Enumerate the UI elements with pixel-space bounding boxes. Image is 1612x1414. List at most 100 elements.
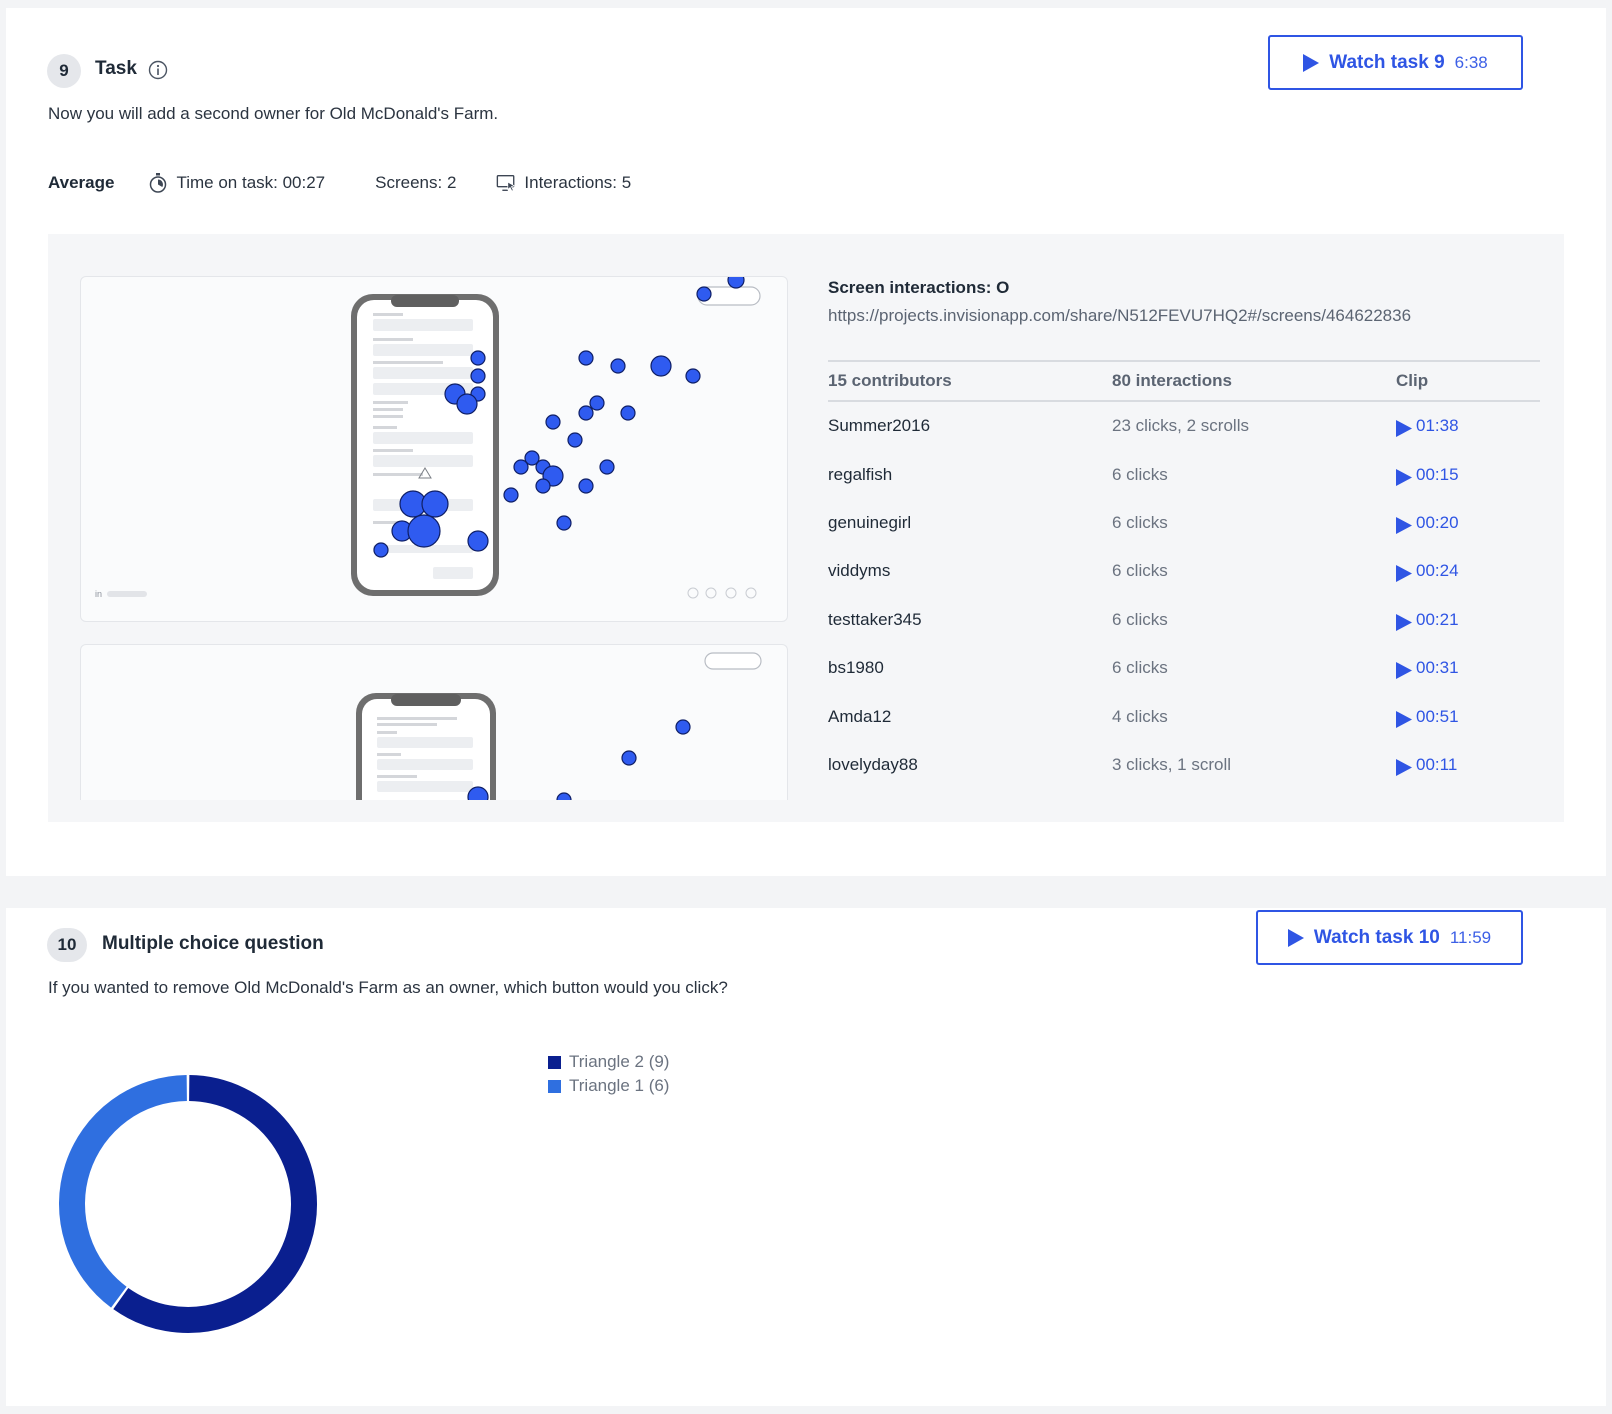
chart-legend: Triangle 2 (9) Triangle 1 (6) [548,1050,669,1098]
watch-task-10-button[interactable]: Watch task 10 11:59 [1256,910,1523,965]
clip-time: 00:21 [1416,609,1459,629]
legend-label: Triangle 2 (9) [569,1052,670,1071]
click-dot [727,277,745,289]
contributor-name: testtaker345 [828,609,922,629]
contributors-table: 15 contributors 80 interactions Clip Sum… [828,360,1540,789]
play-icon [1396,565,1412,583]
click-dot [567,432,583,448]
click-heatmap-2 [356,652,762,800]
table-row: testtaker345 6 clicks 00:21 [828,596,1540,644]
task-10-card: 10 Multiple choice question If you wante… [6,908,1606,1406]
clip-link[interactable]: 00:20 [1396,512,1540,534]
clip-link[interactable]: 00:24 [1396,560,1540,583]
average-label: Average [48,173,115,192]
click-dot [545,414,561,430]
clip-link[interactable]: 00:51 [1396,706,1540,728]
click-dot [610,358,626,374]
contributors-header: 15 contributors [828,371,952,390]
legend-label: Triangle 1 (6) [569,1076,670,1095]
click-dot [503,487,519,503]
contributor-interactions: 6 clicks [1112,609,1168,629]
screen-thumbnail-1[interactable]: in [80,276,788,622]
play-icon [1303,53,1320,72]
screens-stat: Screens: 2 [375,173,456,193]
task-number-badge: 10 [47,928,87,962]
table-row: genuinegirl 6 clicks 00:20 [828,499,1540,547]
click-dot [620,405,636,421]
click-dot [685,368,701,384]
screen-thumbnail-2[interactable] [80,644,788,800]
click-dot [513,459,529,475]
clip-time: 00:15 [1416,464,1459,484]
clip-time: 00:51 [1416,706,1459,726]
contributor-interactions: 6 clicks [1112,464,1168,484]
click-dot [535,478,551,494]
clip-link[interactable]: 01:38 [1396,415,1540,438]
donut-chart [59,1075,317,1333]
clip-time: 00:11 [1416,754,1458,774]
time-on-task-text: Time on task: 00:27 [176,173,326,192]
play-icon [1396,758,1412,776]
table-header: 15 contributors 80 interactions Clip [828,360,1540,402]
question-prompt: If you wanted to remove Old McDonald's F… [48,978,728,997]
click-dot [650,355,672,377]
clip-link[interactable]: 00:15 [1396,464,1540,486]
clip-link[interactable]: 00:21 [1396,609,1540,631]
click-dot [467,786,489,800]
clip-time: 00:20 [1416,512,1459,532]
donut-slice-triangle-1 [59,1075,188,1308]
screen-url[interactable]: https://projects.invisionapp.com/share/N… [828,306,1412,325]
click-dot [373,542,389,558]
clip-time: 00:31 [1416,658,1459,678]
interactions-header: 80 interactions [1112,371,1232,390]
contributor-name: lovelyday88 [828,754,918,774]
play-icon [1396,662,1412,680]
clip-link[interactable]: 00:31 [1396,657,1540,680]
contributor-name: viddyms [828,561,891,581]
svg-text:in: in [95,589,102,599]
clip-time: 01:38 [1416,416,1459,436]
watch-duration: 6:38 [1454,52,1488,72]
table-row: viddyms 6 clicks 00:24 [828,547,1540,595]
heatmap-panel: in [48,234,1564,822]
clip-time: 00:24 [1416,561,1459,581]
clip-link[interactable]: 00:11 [1396,754,1540,776]
legend-swatch [548,1079,561,1093]
click-dot [556,792,572,800]
monitor-cursor-icon [497,175,516,192]
contributor-name: bs1980 [828,658,884,678]
play-icon [1396,516,1412,534]
click-dot [578,405,594,421]
click-dot [621,750,637,766]
click-dot [524,450,540,466]
watch-label: Watch task 9 [1329,51,1445,73]
click-dot [578,478,594,494]
contributor-name: Amda12 [828,706,892,726]
table-row: Summer2016 23 clicks, 2 scrolls 01:38 [828,402,1540,450]
click-dot [421,490,449,518]
info-icon[interactable] [148,60,168,80]
stopwatch-icon [150,173,167,193]
interactions-stat: Interactions: 5 [496,172,631,194]
screen-interactions-title: Screen interactions: O [828,278,1010,297]
table-row: lovelyday88 3 clicks, 1 scroll 00:11 [828,741,1540,789]
click-heatmap-1: in [95,277,761,599]
click-dot [470,368,486,384]
contributor-interactions: 6 clicks [1112,561,1168,581]
interactions-text: Interactions: 5 [524,173,632,192]
watch-task-9-button[interactable]: Watch task 9 6:38 [1268,35,1523,90]
contributor-interactions: 6 clicks [1112,512,1168,532]
task-prompt: Now you will add a second owner for Old … [48,104,499,123]
contributor-interactions: 23 clicks, 2 scrolls [1112,416,1249,436]
contributor-name: regalfish [828,464,893,484]
legend-swatch [548,1055,561,1069]
table-row: regalfish 6 clicks 00:15 [828,450,1540,498]
time-on-task: Time on task: 00:27 [148,172,325,194]
click-dot [556,515,572,531]
click-dot [578,350,594,366]
task-9-card: 9 Task Now you will add a second owner f… [6,8,1606,876]
task-title: Task [95,58,137,79]
play-icon [1396,613,1412,631]
contributor-interactions: 6 clicks [1112,658,1168,678]
play-icon [1396,710,1412,728]
